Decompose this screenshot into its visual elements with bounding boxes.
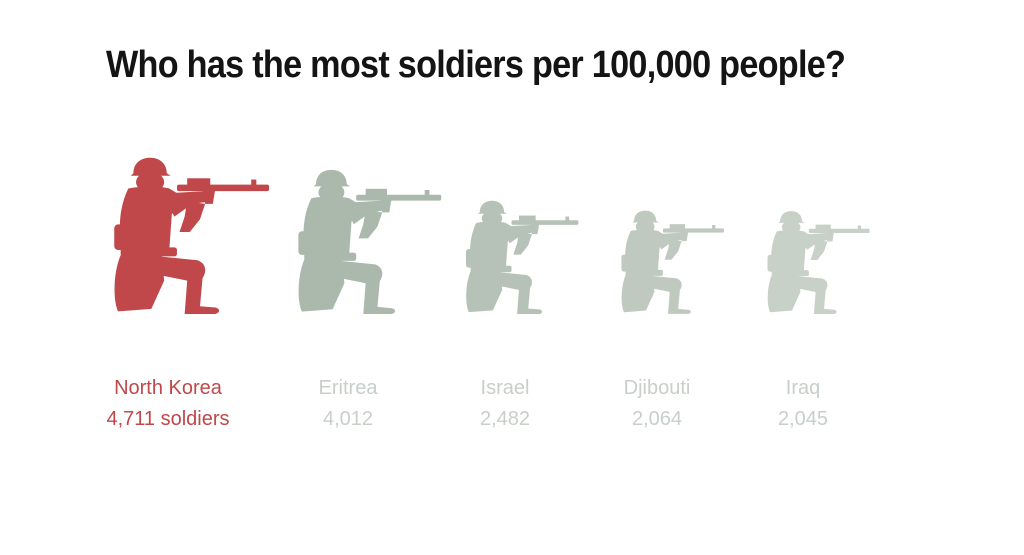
soldier-icon-djibouti — [621, 210, 724, 314]
value-label: 2,045 — [778, 408, 828, 430]
value-label: 4,711 soldiers — [106, 408, 229, 430]
soldier-icon-eritrea — [298, 169, 442, 314]
soldier-icon-israel — [465, 200, 579, 315]
chart-title: Who has the most soldiers per 100,000 pe… — [106, 44, 846, 86]
value-label: 4,012 — [323, 408, 373, 430]
category-label: North Korea — [114, 377, 223, 399]
soldier-icon-north-korea — [114, 157, 270, 314]
category-label: Djibouti — [624, 377, 691, 399]
category-label: Eritrea — [319, 377, 379, 399]
value-label: 2,064 — [632, 408, 682, 430]
category-label: Iraq — [786, 377, 820, 399]
category-label: Israel — [481, 377, 530, 399]
soldier-icon-iraq — [767, 211, 870, 314]
value-label: 2,482 — [480, 408, 530, 430]
